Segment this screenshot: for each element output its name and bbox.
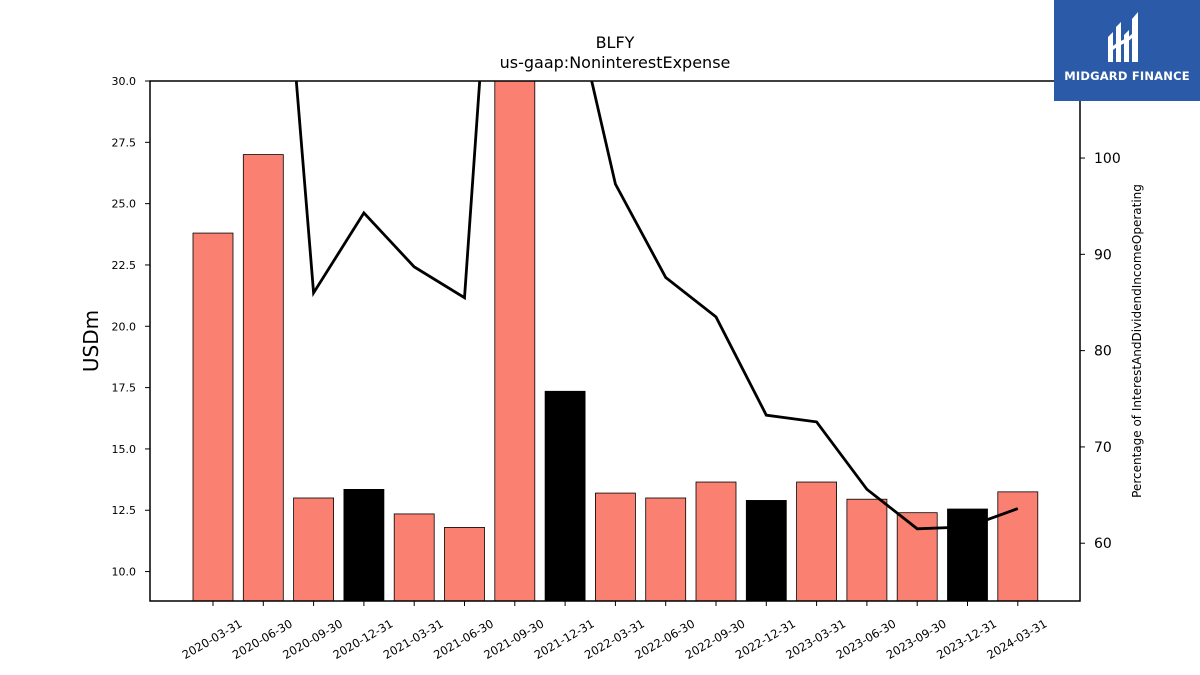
bar-2020-09-30 bbox=[293, 497, 335, 601]
bar-2021-12-31 bbox=[544, 390, 586, 601]
y-tick-label: 17.5 bbox=[112, 382, 137, 395]
y2-tick-label: 100 bbox=[1094, 151, 1121, 167]
midgard-logo-icon bbox=[1108, 12, 1138, 62]
bar-2023-03-31 bbox=[796, 481, 837, 601]
y2-tick-label: 70 bbox=[1094, 440, 1112, 456]
y-axis-label: USDm bbox=[79, 310, 103, 372]
bar-2021-09-30 bbox=[494, 81, 536, 601]
y-tick-label: 12.5 bbox=[112, 504, 137, 517]
y2-tick-label: 90 bbox=[1094, 247, 1112, 263]
y-tick-label: 25.0 bbox=[112, 198, 137, 211]
y2-tick-label: 60 bbox=[1094, 536, 1112, 552]
bar-2022-06-30 bbox=[645, 497, 687, 601]
chart-title: BLFY bbox=[596, 33, 635, 52]
brand-name: MIDGARD FINANCE bbox=[1064, 69, 1190, 83]
y-tick-label: 20.0 bbox=[112, 320, 137, 333]
bar-2022-12-31 bbox=[745, 500, 787, 601]
x-axis-ticks: 2020-03-312020-06-302020-09-302020-12-31… bbox=[180, 601, 1049, 662]
bar-2024-03-31 bbox=[997, 491, 1039, 601]
bars-group bbox=[192, 81, 1039, 601]
y-tick-label: 10.0 bbox=[112, 566, 137, 579]
brand-logo: MIDGARD FINANCE bbox=[1054, 0, 1200, 101]
bar-2022-09-30 bbox=[695, 481, 737, 601]
left-axis-ticks: 10.0 12.5 15.0 17.5 20.0 22.5 25.0 27.5 30.0 bbox=[112, 75, 150, 579]
bar-2023-06-30 bbox=[846, 498, 888, 601]
bar-2021-06-30 bbox=[444, 527, 485, 601]
y2-axis-label: Percentage of InterestAndDividendIncomeO… bbox=[1130, 184, 1144, 498]
bar-2020-06-30 bbox=[242, 154, 284, 601]
bar-2020-12-31 bbox=[343, 488, 385, 601]
y-tick-label: 15.0 bbox=[112, 443, 137, 456]
bar-2023-09-30 bbox=[896, 512, 938, 601]
bar-2020-03-31 bbox=[192, 232, 234, 601]
right-axis-ticks: 60 70 80 90 100 bbox=[1080, 151, 1121, 552]
chart-subtitle: us-gaap:NoninterestExpense bbox=[500, 53, 731, 72]
y-tick-label: 30.0 bbox=[112, 75, 137, 88]
y-tick-label: 27.5 bbox=[112, 136, 137, 149]
y-tick-label: 22.5 bbox=[112, 259, 137, 272]
bar-2022-03-31 bbox=[595, 492, 636, 601]
bar-2021-03-31 bbox=[393, 513, 435, 601]
y2-tick-label: 80 bbox=[1094, 344, 1112, 360]
line-group bbox=[294, 81, 1019, 531]
ratio-line bbox=[294, 81, 1019, 531]
